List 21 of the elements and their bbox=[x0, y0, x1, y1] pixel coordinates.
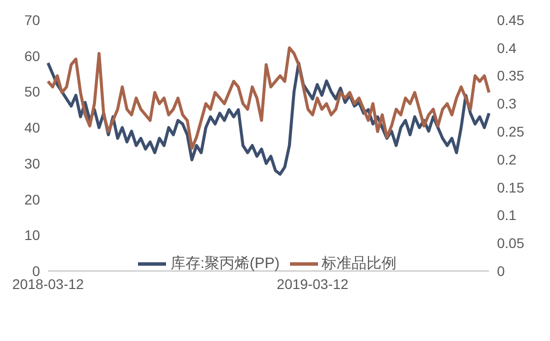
y2-tick-label: 0.4 bbox=[497, 40, 517, 56]
y2-tick-label: 0.15 bbox=[497, 179, 524, 196]
y-tick-label: 70 bbox=[24, 12, 40, 28]
x-tick-label: 2019-03-12 bbox=[276, 276, 349, 292]
legend-label: 库存:聚丙烯(PP) bbox=[170, 254, 280, 272]
y-tick-label: 50 bbox=[24, 84, 40, 100]
y-tick-label: 60 bbox=[24, 48, 40, 64]
line-series bbox=[46, 46, 490, 150]
y2-tick-label: 0.25 bbox=[497, 124, 524, 140]
y2-tick-label: 0.3 bbox=[497, 96, 517, 112]
y2-tick-label: 0.35 bbox=[497, 68, 524, 84]
y2-tick-label: 0.05 bbox=[497, 235, 524, 252]
y2-tick-label: 0.1 bbox=[497, 207, 517, 224]
y-tick-label: 40 bbox=[24, 120, 40, 136]
y2-tick-label: 0.45 bbox=[497, 12, 524, 28]
y-tick-label: 10 bbox=[24, 227, 40, 244]
y2-tick-label: 0.2 bbox=[497, 151, 517, 168]
y-tick-label: 30 bbox=[24, 155, 40, 172]
legend-label: 标准品比例 bbox=[322, 254, 397, 272]
y2-tick-label: 0 bbox=[497, 262, 505, 279]
y-tick-label: 20 bbox=[24, 191, 40, 208]
